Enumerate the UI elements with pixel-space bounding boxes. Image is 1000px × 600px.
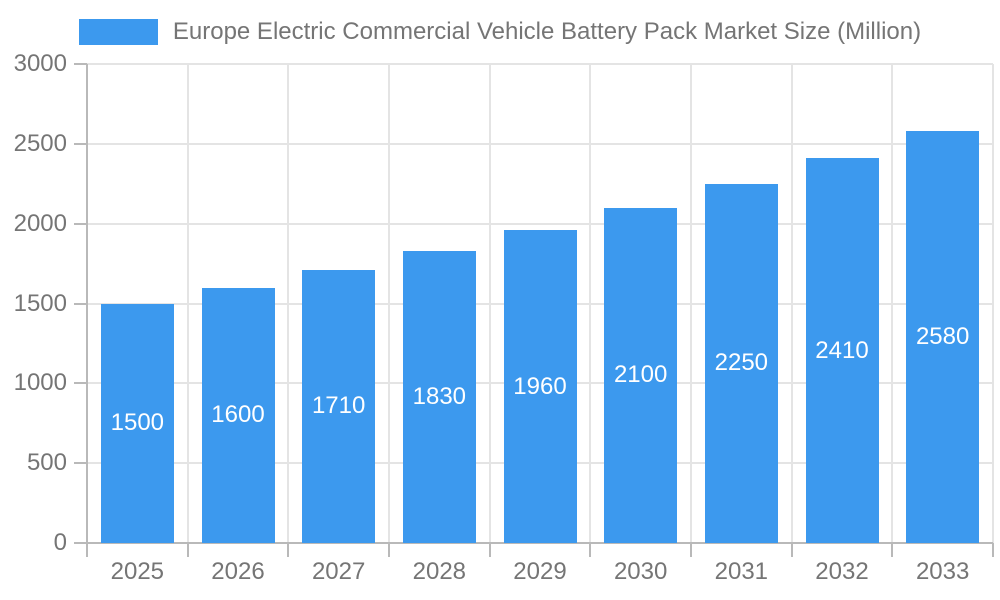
y-axis-label: 1500 — [13, 289, 67, 317]
bar-value-label: 2580 — [915, 323, 970, 351]
x-axis-tick — [287, 543, 290, 557]
bar[interactable] — [604, 207, 678, 543]
gridline-vertical — [488, 64, 491, 543]
x-axis-label: 2033 — [915, 558, 970, 585]
gridline-vertical — [992, 64, 994, 543]
x-axis-tick — [589, 543, 592, 557]
y-axis-label: 2000 — [13, 209, 67, 237]
x-axis-tick — [992, 543, 994, 557]
bar-value-label: 1500 — [110, 409, 165, 437]
bar[interactable] — [503, 230, 577, 543]
y-axis-tick — [74, 142, 87, 145]
y-axis-label: 3000 — [13, 50, 67, 77]
x-axis-tick — [388, 543, 390, 557]
x-axis-line — [74, 542, 993, 544]
x-axis-label: 2029 — [513, 558, 567, 585]
y-axis-tick — [74, 302, 87, 305]
gridline-vertical — [287, 64, 290, 543]
x-axis-tick — [488, 543, 491, 557]
bar[interactable] — [805, 158, 879, 543]
x-axis-tick — [86, 543, 88, 557]
bar[interactable] — [100, 303, 174, 543]
x-axis-label: 2030 — [613, 558, 668, 585]
y-axis-line — [86, 64, 88, 545]
gridline-vertical — [690, 64, 692, 543]
bar-value-label: 2250 — [714, 349, 769, 377]
legend[interactable]: Europe Electric Commercial Vehicle Batte… — [0, 18, 1000, 46]
x-axis-tick — [891, 543, 894, 557]
bar-value-label: 2100 — [613, 361, 668, 389]
y-axis-label: 0 — [53, 529, 67, 556]
bar[interactable] — [402, 250, 476, 543]
x-axis-label: 2026 — [211, 558, 265, 585]
y-axis-tick — [74, 382, 87, 385]
gridline-vertical — [589, 64, 592, 543]
x-axis-tick — [690, 543, 692, 557]
bar[interactable] — [201, 287, 275, 543]
y-axis-label: 2500 — [13, 129, 67, 157]
x-axis-label: 2027 — [311, 558, 366, 585]
bar-value-label: 1600 — [211, 401, 265, 429]
gridline-vertical — [790, 64, 793, 543]
gridline-vertical — [891, 64, 894, 543]
legend-swatch — [78, 19, 158, 45]
bar-value-label: 1710 — [311, 392, 366, 420]
gridline-horizontal — [87, 63, 993, 65]
bar-value-label: 2410 — [815, 336, 869, 364]
bar-value-label: 1830 — [412, 382, 467, 410]
bar[interactable] — [704, 183, 778, 543]
gridline-horizontal — [87, 142, 993, 145]
y-axis-label: 1000 — [13, 369, 67, 397]
legend-label: Europe Electric Commercial Vehicle Batte… — [172, 18, 922, 45]
gridline-vertical — [186, 64, 189, 543]
y-axis-tick — [74, 462, 87, 465]
x-axis-tick — [186, 543, 189, 557]
bar[interactable] — [302, 269, 376, 543]
bar-value-label: 1960 — [513, 372, 567, 400]
x-axis-label: 2031 — [714, 558, 769, 585]
gridline-horizontal — [87, 222, 993, 225]
bar[interactable] — [906, 131, 980, 543]
x-axis-tick — [790, 543, 793, 557]
gridline-vertical — [388, 64, 390, 543]
y-axis-label: 500 — [26, 449, 67, 477]
x-axis-label: 2028 — [412, 558, 467, 585]
x-axis-label: 2032 — [815, 558, 869, 585]
y-axis-tick — [74, 63, 87, 65]
y-axis-tick — [74, 222, 87, 225]
x-axis-label: 2025 — [110, 558, 165, 585]
